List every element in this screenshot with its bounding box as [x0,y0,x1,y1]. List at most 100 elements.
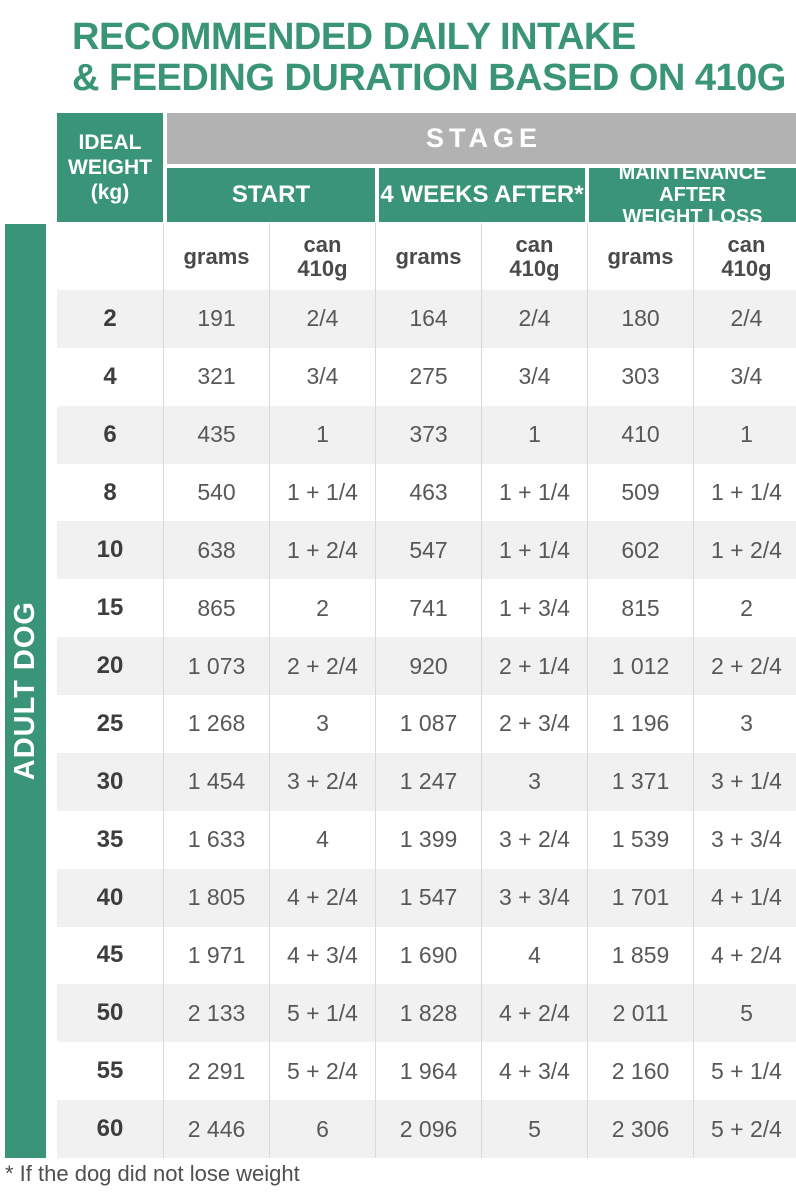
value-cell: 1 828 [375,984,481,1043]
ideal-weight-header: IDEAL WEIGHT (kg) [57,113,163,222]
value-cell: 5 + 2/4 [269,1042,375,1101]
value-cell: 815 [587,579,693,638]
value-cell: 638 [163,521,269,580]
page-title-line-1: RECOMMENDED DAILY INTAKE [72,16,636,58]
stage-label: STAGE [425,123,542,153]
value-cell: 1 [269,405,375,464]
table-row: 60 2 446 6 2 096 5 2 306 5 + 2/4 [57,1100,796,1158]
value-cell: 1 633 [163,810,269,869]
weight-cell: 15 [96,594,124,622]
weight-cell: 6 [103,420,117,448]
value-cell: 5 + 2/4 [693,1100,796,1158]
units-can-4-weeks: can 410g [481,223,587,290]
value-cell: 1 805 [163,868,269,927]
table-row: 25 1 268 3 1 087 2 + 3/4 1 196 3 [57,695,796,753]
value-cell: 1 012 [587,637,693,696]
value-cell: 3 + 2/4 [269,752,375,811]
value-cell: 920 [375,637,481,696]
value-cell: 1 971 [163,926,269,985]
table-row: 35 1 633 4 1 399 3 + 2/4 1 539 3 + 3/4 [57,810,796,869]
weight-cell: 20 [96,652,124,680]
table-row: 20 1 073 2 + 2/4 920 2 + 1/4 1 012 2 + 2/4 [57,637,796,696]
value-cell: 4 + 3/4 [481,1042,587,1101]
ideal-weight-line-2: WEIGHT [68,156,152,179]
group-header-start: START [167,168,375,222]
value-cell: 1 964 [375,1042,481,1101]
value-cell: 1 247 [375,752,481,811]
value-cell: 547 [375,521,481,580]
value-cell: 1 859 [587,926,693,985]
table-row: 40 1 805 4 + 2/4 1 547 3 + 3/4 1 701 4 + 1/4 [57,868,796,927]
value-cell: 3 + 1/4 [693,752,796,811]
table-row: 10 638 1 + 2/4 547 1 + 1/4 602 1 + 2/4 [57,521,796,580]
table-row: 2 191 2/4 164 2/4 180 2/4 [57,290,796,348]
group-header-4-weeks-after: 4 WEEKS AFTER* [379,168,585,222]
value-cell: 2 160 [587,1042,693,1101]
table-row: 6 435 1 373 1 410 1 [57,405,796,464]
maintenance-label-line-2: WEIGHT LOSS [622,206,763,228]
footnote: * If the dog did not lose weight [5,1161,300,1186]
units-grams-4-weeks: grams [375,223,481,290]
ideal-weight-line-3: (kg) [90,181,130,204]
value-cell: 865 [163,579,269,638]
value-cell: 1 [481,405,587,464]
units-spacer-cell [57,223,163,290]
value-cell: 2/4 [481,290,587,348]
value-cell: 3 [269,695,375,753]
value-cell: 4 + 3/4 [269,926,375,985]
value-cell: 321 [163,347,269,406]
table-row: 50 2 133 5 + 1/4 1 828 4 + 2/4 2 011 5 [57,984,796,1043]
value-cell: 5 [693,984,796,1043]
value-cell: 3/4 [693,347,796,406]
start-label: START [231,181,311,208]
adult-dog-label: ADULT DOG [9,601,41,781]
adult-dog-sidebar: ADULT DOG [5,224,46,1158]
value-cell: 4 + 2/4 [269,868,375,927]
value-cell: 4 [269,810,375,869]
value-cell: 5 + 1/4 [693,1042,796,1101]
table-row: 8 540 1 + 1/4 463 1 + 1/4 509 1 + 1/4 [57,463,796,522]
weight-cell: 45 [96,941,124,969]
weight-cell: 25 [96,709,124,737]
value-cell: 1 + 2/4 [269,521,375,580]
value-cell: 2/4 [269,290,375,348]
value-cell: 2 + 1/4 [481,637,587,696]
value-cell: 410 [587,405,693,464]
units-can-maintenance: can 410g [693,223,796,290]
value-cell: 1 + 3/4 [481,579,587,638]
value-cell: 1 + 1/4 [481,463,587,522]
value-cell: 180 [587,290,693,348]
value-cell: 2 291 [163,1042,269,1101]
ideal-weight-line-1: IDEAL [78,131,142,154]
table-row: 15 865 2 741 1 + 3/4 815 2 [57,579,796,638]
stage-header: STAGE [167,113,796,164]
value-cell: 4 [481,926,587,985]
value-cell: 1 + 1/4 [481,521,587,580]
weight-cell: 4 [103,362,117,390]
value-cell: 1 [693,405,796,464]
value-cell: 1 + 1/4 [693,463,796,522]
value-cell: 3 [481,752,587,811]
value-cell: 4 + 1/4 [693,868,796,927]
value-cell: 1 539 [587,810,693,869]
units-header-row: grams can 410g grams can 410g grams can … [57,223,796,290]
value-cell: 602 [587,521,693,580]
value-cell: 2 + 2/4 [269,637,375,696]
value-cell: 303 [587,347,693,406]
table-row: 4 321 3/4 275 3/4 303 3/4 [57,347,796,406]
weight-cell: 30 [96,767,124,795]
value-cell: 6 [269,1100,375,1158]
value-cell: 4 + 2/4 [481,984,587,1043]
value-cell: 2 133 [163,984,269,1043]
value-cell: 463 [375,463,481,522]
weight-cell: 60 [96,1115,124,1143]
value-cell: 191 [163,290,269,348]
value-cell: 3 + 3/4 [693,810,796,869]
value-cell: 3 + 2/4 [481,810,587,869]
value-cell: 540 [163,463,269,522]
value-cell: 3/4 [269,347,375,406]
value-cell: 1 268 [163,695,269,753]
units-grams-start: grams [163,223,269,290]
weight-cell: 35 [96,825,124,853]
